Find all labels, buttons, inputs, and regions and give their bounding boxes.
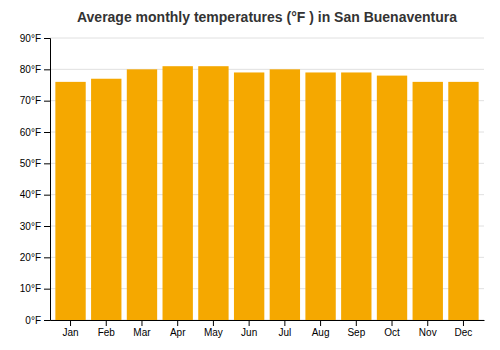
y-tick-mark [44,132,50,133]
x-tick-mark [392,320,393,326]
y-tick: 90°F [20,33,50,44]
x-axis-line [51,320,485,321]
x-tick-mark [177,320,178,326]
bar [377,76,407,320]
x-tick-label: Mar [133,327,151,338]
y-tick-mark [44,38,50,39]
bar [448,82,478,320]
y-tick-label: 60°F [20,127,41,138]
x-tick: Feb [98,320,116,338]
y-tick-mark [44,195,50,196]
bars [55,66,478,320]
y-tick-mark [44,289,50,290]
y-tick: 70°F [20,95,50,106]
y-tick-label: 70°F [20,95,41,106]
y-tick: 50°F [20,158,50,169]
x-tick-mark [320,320,321,326]
grid-line [50,69,484,70]
x-tick-label: Apr [170,327,186,338]
x-tick: Mar [133,320,151,338]
x-tick-mark [106,320,107,326]
y-tick: 40°F [20,189,50,200]
x-tick-mark [427,320,428,326]
bar [341,72,371,320]
y-tick: 10°F [20,283,50,294]
y-tick-label: 10°F [20,283,41,294]
x-tick-mark [70,320,71,326]
x-axis: Jan Feb Mar Apr May Jun Jul Aug Sep Oct Nov Dec [51,320,485,338]
x-tick: May [204,320,223,338]
y-tick-label: 90°F [20,33,41,44]
y-axis: 0°F 10°F 20°F 30°F 40°F 50°F 60°F 70°F 80°F 90°F [20,33,51,326]
y-tick-label: 40°F [20,189,41,200]
bar [270,69,300,320]
x-tick: Aug [312,320,330,338]
plot: 0°F 10°F 20°F 30°F 40°F 50°F 60°F 70°F 80°F 90°F J… [20,33,485,338]
y-tick: 80°F [20,64,50,75]
x-tick-mark [356,320,357,326]
y-tick-label: 80°F [20,64,41,75]
y-tick-mark [44,257,50,258]
bar [234,72,264,320]
x-tick: Nov [419,320,437,338]
y-tick-label: 50°F [20,158,41,169]
x-tick: Sep [347,320,365,338]
y-tick-mark [44,69,50,70]
title: Average monthly temperatures (°F ) in Sa… [77,9,457,25]
x-tick-mark [141,320,142,326]
y-tick-label: 0°F [25,315,41,326]
x-tick: Jun [241,320,257,338]
x-tick-label: Dec [455,327,473,338]
x-tick-label: Nov [419,327,437,338]
y-tick-mark [44,163,50,164]
x-tick-label: Jun [241,327,257,338]
x-tick-label: Aug [312,327,330,338]
y-tick-mark [44,226,50,227]
x-tick: Jul [278,320,291,338]
bar [91,79,121,320]
x-tick-mark [249,320,250,326]
grid-line [50,38,484,39]
y-tick: 20°F [20,252,50,263]
x-tick-label: Oct [384,327,400,338]
bar [55,82,85,320]
x-tick-label: Jul [278,327,291,338]
x-tick: Jan [62,320,78,338]
y-axis-line [44,39,51,321]
x-tick-mark [463,320,464,326]
y-tick: 30°F [20,221,50,232]
chart: 0°F 10°F 20°F 30°F 40°F 50°F 60°F 70°F 80°F 90°F J… [0,0,500,350]
x-tick-mark [284,320,285,326]
y-tick-label: 20°F [20,252,41,263]
x-tick-label: Sep [347,327,365,338]
x-tick: Dec [455,320,473,338]
y-tick: 0°F [25,315,50,326]
y-tick-mark [44,320,50,321]
x-tick: Apr [170,320,186,338]
y-tick-label: 30°F [20,221,41,232]
x-tick-label: Jan [62,327,78,338]
y-tick-mark [44,101,50,102]
bar [305,72,335,320]
x-tick-label: May [204,327,223,338]
bar [127,69,157,320]
x-tick-label: Feb [98,327,116,338]
y-tick: 60°F [20,127,50,138]
bar [413,82,443,320]
bar [198,66,228,320]
grid [50,38,484,320]
bar [163,66,193,320]
x-tick-mark [213,320,214,326]
x-tick: Oct [384,320,400,338]
